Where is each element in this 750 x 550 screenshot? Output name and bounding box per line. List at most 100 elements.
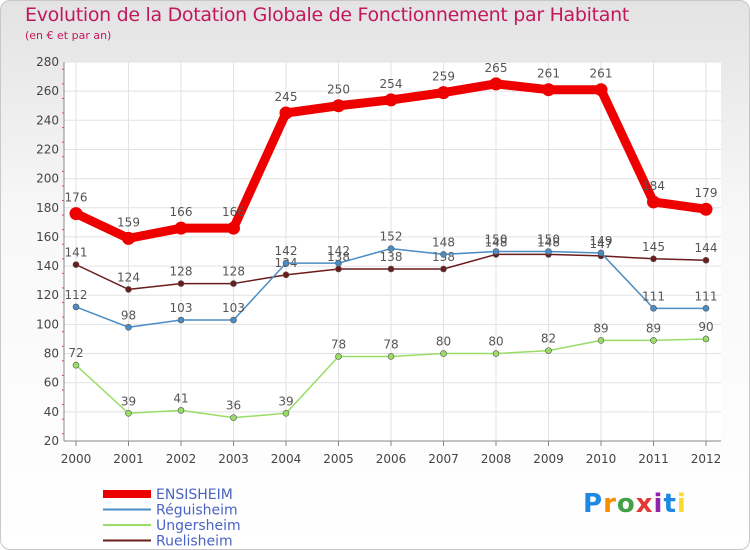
data-label-ruelisheim: 147 (590, 237, 613, 251)
x-tick-label: 2000 (61, 452, 92, 466)
y-tick-label: 60 (44, 376, 59, 390)
data-point-ensisheim (647, 195, 660, 209)
data-point-ungersheim (492, 350, 500, 357)
x-tick-label: 2010 (586, 452, 617, 466)
data-point-ensisheim (122, 231, 135, 245)
y-tick-label: 220 (36, 142, 59, 156)
y-tick-label: 280 (36, 55, 59, 69)
data-label-rguisheim: 142 (327, 244, 350, 258)
data-point-ensisheim (384, 93, 398, 107)
data-label-ensisheim: 250 (327, 83, 350, 97)
data-label-ruelisheim: 138 (327, 250, 350, 264)
data-label-ruelisheim: 128 (222, 265, 245, 279)
data-point-rguisheim (335, 259, 342, 267)
data-label-ensisheim: 265 (485, 61, 508, 75)
y-tick-label: 20 (44, 434, 59, 448)
data-point-ruelisheim (440, 265, 447, 273)
data-label-rguisheim: 111 (642, 289, 665, 303)
data-label-ungersheim: 82 (541, 332, 556, 346)
data-point-ensisheim (542, 83, 555, 97)
data-label-rguisheim: 103 (170, 301, 193, 315)
data-label-ensisheim: 245 (275, 90, 298, 104)
data-label-ensisheim: 254 (380, 77, 403, 91)
y-tick-label: 200 (36, 172, 59, 186)
x-tick-label: 2012 (691, 452, 722, 466)
logo-letter: o (616, 489, 636, 519)
x-tick-label: 2007 (428, 452, 459, 466)
data-label-rguisheim: 142 (275, 244, 298, 258)
data-point-ungersheim (125, 410, 132, 417)
data-label-ensisheim: 261 (590, 67, 613, 81)
x-tick-label: 2002 (166, 452, 197, 466)
legend-label-ungersheim: Ungersheim (156, 518, 241, 534)
data-label-ungersheim: 72 (68, 346, 83, 360)
data-point-ungersheim (702, 335, 710, 343)
logo-letter: t (663, 489, 677, 519)
data-label-ungersheim: 78 (383, 337, 398, 351)
x-tick-label: 2009 (533, 452, 564, 466)
y-tick-label: 120 (36, 288, 59, 302)
x-tick-label: 2006 (376, 452, 407, 466)
data-label-rguisheim: 149 (590, 234, 613, 248)
data-point-ensisheim (227, 221, 240, 235)
data-label-ruelisheim: 141 (65, 246, 88, 260)
data-point-rguisheim (72, 303, 80, 311)
data-label-ungersheim: 89 (593, 321, 608, 335)
data-label-ungersheim: 90 (698, 320, 713, 334)
data-point-ungersheim (387, 353, 395, 360)
data-point-rguisheim (440, 251, 447, 258)
data-point-ensisheim (437, 86, 450, 100)
data-label-ruelisheim: 145 (642, 240, 665, 254)
data-label-ungersheim: 89 (646, 321, 661, 335)
data-point-ungersheim (335, 353, 342, 360)
data-label-ensisheim: 261 (537, 67, 560, 81)
data-point-ensisheim (174, 221, 188, 235)
legend-label-rguisheim: Réguisheim (156, 503, 238, 519)
x-tick-label: 2001 (113, 452, 144, 466)
data-point-ruelisheim (125, 286, 132, 293)
data-label-ruelisheim: 138 (380, 250, 403, 264)
data-point-rguisheim (177, 316, 185, 324)
data-point-rguisheim (492, 248, 500, 255)
data-point-ruelisheim (335, 265, 342, 273)
x-tick-label: 2003 (218, 452, 249, 466)
data-label-rguisheim: 111 (695, 289, 718, 303)
data-label-ensisheim: 179 (695, 186, 718, 200)
x-tick-label: 2008 (481, 452, 512, 466)
data-label-rguisheim: 152 (380, 230, 403, 244)
chart-title: Evolution de la Dotation Globale de Fonc… (25, 4, 630, 26)
data-label-ensisheim: 176 (65, 191, 88, 205)
legend-label-ensisheim: ENSISHEIM (156, 487, 233, 503)
data-label-ungersheim: 39 (121, 394, 136, 408)
x-tick-label: 2004 (271, 452, 302, 466)
y-tick-label: 160 (36, 230, 59, 244)
data-point-rguisheim (545, 248, 552, 255)
data-label-ungersheim: 78 (331, 337, 346, 351)
data-label-ungersheim: 80 (488, 335, 503, 349)
data-point-ungersheim (597, 337, 605, 344)
data-label-ruelisheim: 148 (485, 235, 508, 249)
data-point-rguisheim (597, 249, 605, 257)
x-tick-label: 2005 (323, 452, 354, 466)
data-label-rguisheim: 150 (537, 233, 560, 247)
data-point-ungersheim (282, 410, 290, 417)
data-point-rguisheim (282, 259, 290, 267)
data-label-ruelisheim: 148 (537, 235, 560, 249)
data-point-ruelisheim (387, 265, 395, 273)
data-point-ungersheim (72, 361, 80, 369)
y-tick-label: 100 (36, 317, 59, 331)
data-label-ruelisheim: 144 (695, 241, 718, 255)
data-point-ruelisheim (72, 261, 80, 268)
data-point-ruelisheim (702, 256, 710, 264)
legend-label-ruelisheim: Ruelisheim (156, 534, 233, 550)
x-tick-label: 2011 (638, 452, 669, 466)
y-tick-label: 140 (36, 259, 59, 273)
chart-subtitle: (en € et par an) (25, 29, 112, 42)
data-point-ungersheim (440, 350, 447, 357)
data-label-ungersheim: 41 (173, 391, 188, 405)
data-point-ensisheim (332, 99, 345, 113)
data-point-rguisheim (650, 305, 657, 312)
logo-letter: P (583, 489, 604, 519)
y-tick-label: 180 (36, 201, 59, 215)
